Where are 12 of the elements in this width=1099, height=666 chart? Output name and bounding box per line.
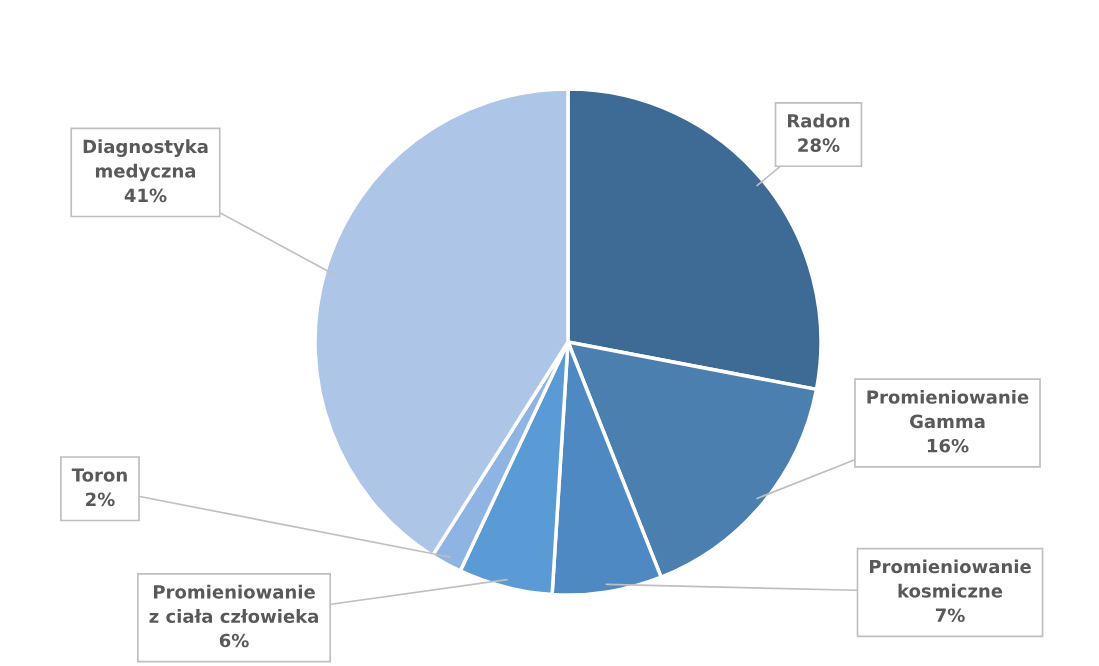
- data-label: 2%: [86, 492, 115, 507]
- slice-label: Promieniowanie Gamma: [867, 389, 1029, 429]
- data-label: 16%: [927, 438, 969, 453]
- slice-label: Toron: [71, 468, 127, 482]
- data-label: 28%: [798, 138, 840, 152]
- data-label: 7%: [935, 608, 965, 623]
- data-label: 6%: [219, 633, 249, 648]
- slice-label: Radon: [787, 113, 850, 128]
- slice-label: Promieniowanie z ciała człowieka: [149, 584, 318, 624]
- slice-label: Diagnostyka medyczna: [83, 139, 208, 182]
- data-label: 41%: [124, 188, 167, 203]
- slice-label: Promieniowanie kosmiczne: [869, 559, 1031, 598]
